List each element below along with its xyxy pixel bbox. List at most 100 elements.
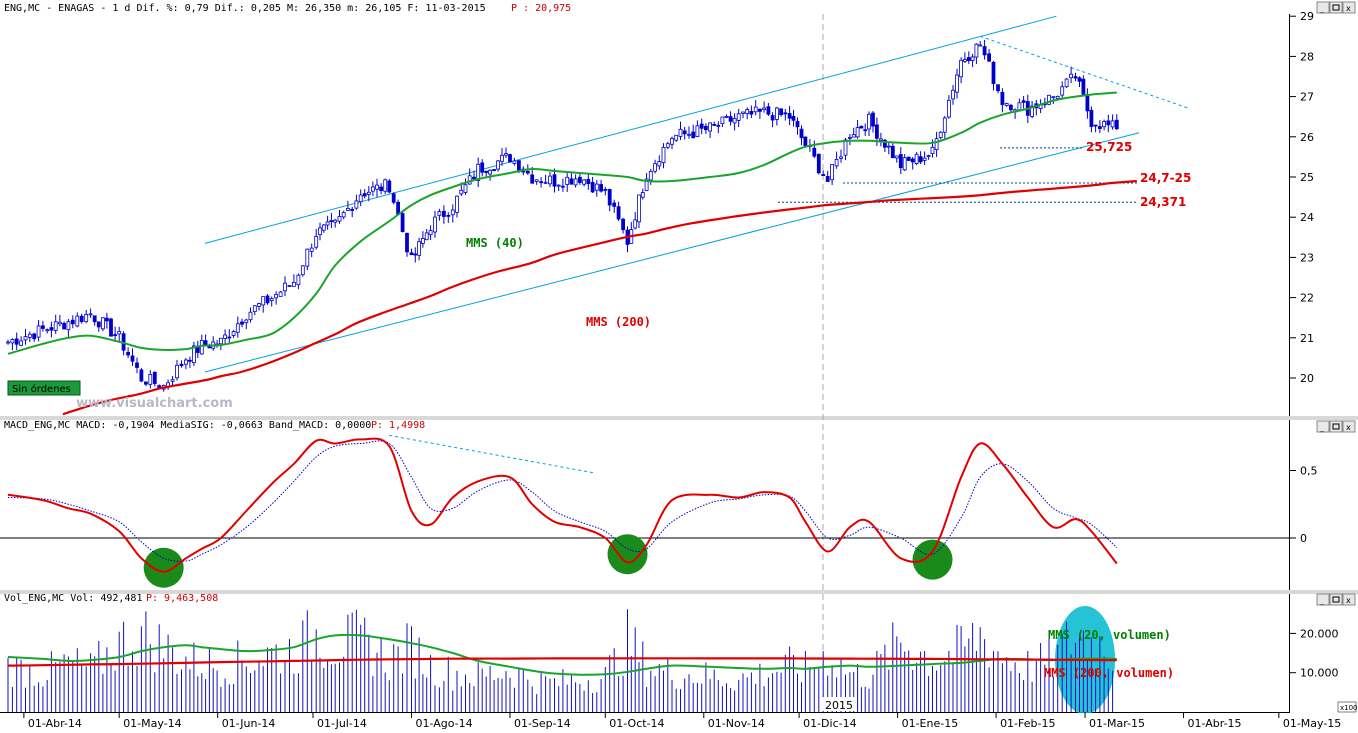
candle [573,174,578,188]
candle [890,143,895,159]
price-header-p: P : 20,975 [511,3,571,14]
candle [795,117,800,135]
candle [963,52,967,63]
candle [113,326,117,342]
candle [947,95,951,119]
candle [894,155,899,163]
candle [1106,114,1111,133]
candle [187,356,192,368]
candle [848,134,852,146]
candle [779,108,783,117]
candle [441,205,446,224]
macd-signal-circle [912,539,953,580]
candle [918,151,923,165]
candle [812,140,817,159]
candle [1000,88,1005,113]
candle [886,141,891,155]
candle [135,357,139,374]
candle [45,328,50,334]
candle [309,243,314,258]
candle [978,41,983,47]
candle [720,116,725,127]
candle [687,126,691,139]
candle [96,321,101,332]
candle [383,178,388,195]
candle [879,132,883,147]
candle [1093,124,1098,133]
candle [1021,95,1026,109]
candle [75,312,80,328]
candle [10,338,15,351]
candle [36,320,41,342]
macd-header-p: P: 1,4998 [371,420,425,431]
candle [1110,114,1115,130]
candle [1060,81,1065,100]
candle [126,347,130,358]
candle [1004,102,1009,107]
candle [762,101,766,113]
candle [708,122,712,138]
trendline-channel-upper [204,15,1057,244]
candle [231,329,236,338]
candle [539,177,543,188]
candle [657,155,662,170]
candle [674,134,679,142]
candle [170,376,175,386]
candle [534,179,539,185]
candle [670,136,674,150]
candle [839,149,843,163]
candle [586,173,591,190]
macd-tick-label: 0,5 [1300,465,1318,478]
svg-text:x: x [1346,423,1351,432]
candle [400,212,405,233]
price-tick-label: 27 [1300,91,1314,104]
candle [1047,94,1051,106]
candle [109,317,113,337]
candle [951,85,955,105]
candle [269,296,274,307]
svg-text:x: x [1346,4,1351,13]
candle [775,106,779,126]
date-tick-label: 01-Oct-14 [609,717,664,730]
candle [898,147,903,175]
candle [305,248,310,270]
candle [867,111,871,136]
candle [859,125,864,129]
candle [318,222,322,241]
candle [1089,106,1094,133]
candle [350,206,355,218]
candle [240,318,244,328]
candle [741,111,745,119]
macd-signal-circle [607,534,648,575]
candle [291,274,296,287]
mms200-line [62,179,1137,416]
candle [27,331,32,342]
date-tick-label: 01-Abr-14 [28,717,82,730]
candle [413,247,418,263]
macd-pane-buttons[interactable]: _ x [1316,420,1356,433]
candle [906,156,911,161]
candle [691,124,696,139]
candle [333,218,338,228]
date-tick-label: 01-Mar-15 [1089,717,1145,730]
candle [640,188,645,200]
candle [712,121,717,127]
candle [1073,72,1078,82]
price-pane-buttons[interactable]: _ x [1316,1,1356,14]
pane-separators [0,416,1358,594]
candle [543,174,548,185]
candle [391,192,396,205]
candle [227,329,232,344]
candle [704,123,708,134]
svg-text:_: _ [1319,4,1325,13]
candle [358,189,363,207]
svg-text:Sin órdenes: Sin órdenes [12,383,71,395]
candle [770,112,775,128]
candle [261,296,266,313]
price-tick-label: 29 [1300,10,1314,23]
price-tick-label: 22 [1300,292,1314,305]
candle [424,229,429,241]
volume-pane-buttons[interactable]: _ x [1316,593,1356,606]
candle [257,302,261,311]
